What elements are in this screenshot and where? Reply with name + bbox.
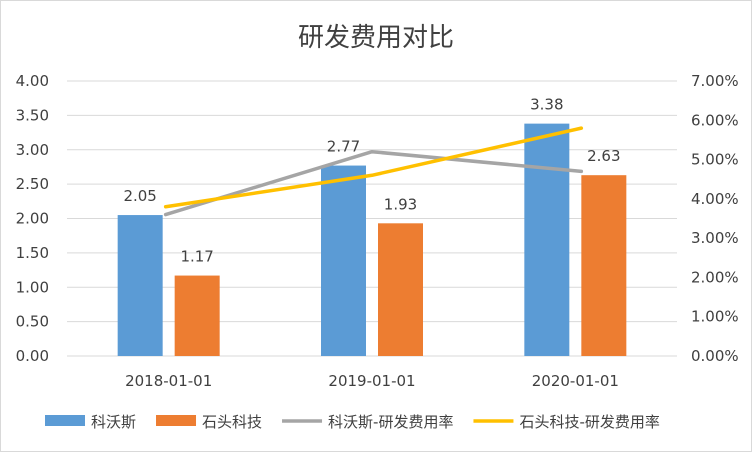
legend: 科沃斯 石头科技 科沃斯-研发费用率 石头科技-研发费用率 (45, 413, 660, 431)
gridlines (67, 80, 677, 357)
data-label: 2.63 (587, 147, 620, 165)
y-left-tick-label: 0.00 (16, 347, 49, 365)
y-right-tick-label: 2.00% (691, 268, 739, 286)
data-label: 1.17 (180, 248, 213, 266)
y-left-tick-label: 3.00 (16, 141, 49, 159)
y-axis-right: 0.00% 1.00% 2.00% 3.00% 4.00% 5.00% 6.00% 7.00% (691, 72, 739, 365)
data-label: 2.05 (123, 187, 156, 205)
data-label: 3.38 (530, 96, 563, 114)
x-axis-categories: 2018-01-01 2019-01-01 2020-01-01 (125, 372, 619, 390)
bar (117, 215, 163, 356)
bar (378, 223, 423, 356)
data-label: 1.93 (384, 195, 417, 213)
y-right-tick-label: 1.00% (691, 308, 739, 326)
y-left-tick-label: 2.00 (16, 210, 49, 228)
data-label: 2.77 (327, 138, 360, 156)
y-right-tick-label: 4.00% (691, 190, 739, 208)
series-line (163, 149, 584, 217)
y-right-tick-label: 3.00% (691, 229, 739, 247)
line-series (163, 126, 584, 217)
bar (174, 275, 220, 356)
y-right-tick-label: 0.00% (691, 347, 739, 365)
y-left-tick-label: 1.50 (16, 244, 49, 262)
chart-title: 研发费用对比 (298, 23, 454, 53)
bar (524, 123, 570, 356)
legend-label: 科沃斯 (91, 413, 136, 431)
bar (321, 165, 366, 356)
y-right-tick-label: 7.00% (691, 72, 739, 90)
data-labels: 2.05 2.77 3.38 1.17 1.93 2.63 (123, 96, 620, 266)
y-axis-left: 0.00 0.50 1.00 1.50 2.00 2.50 3.00 3.50 4.00 (16, 72, 49, 365)
legend-label: 石头科技 (202, 413, 262, 431)
y-left-tick-label: 3.50 (16, 106, 49, 124)
y-left-tick-label: 2.50 (16, 175, 49, 193)
legend-swatch (156, 415, 197, 426)
y-right-tick-label: 5.00% (691, 151, 739, 169)
y-right-tick-label: 6.00% (691, 111, 739, 129)
bar-series (117, 123, 627, 356)
legend-label: 石头科技-研发费用率 (519, 413, 659, 431)
y-left-tick-label: 1.00 (16, 278, 49, 296)
x-tick-label: 2020-01-01 (532, 372, 619, 390)
legend-swatch (45, 415, 85, 426)
y-left-tick-label: 4.00 (16, 72, 49, 90)
x-tick-label: 2018-01-01 (125, 372, 212, 390)
bar (581, 175, 627, 356)
series-line (163, 126, 584, 209)
y-left-tick-label: 0.50 (16, 313, 49, 331)
x-tick-label: 2019-01-01 (328, 372, 415, 390)
legend-label: 科沃斯-研发费用率 (328, 413, 453, 431)
